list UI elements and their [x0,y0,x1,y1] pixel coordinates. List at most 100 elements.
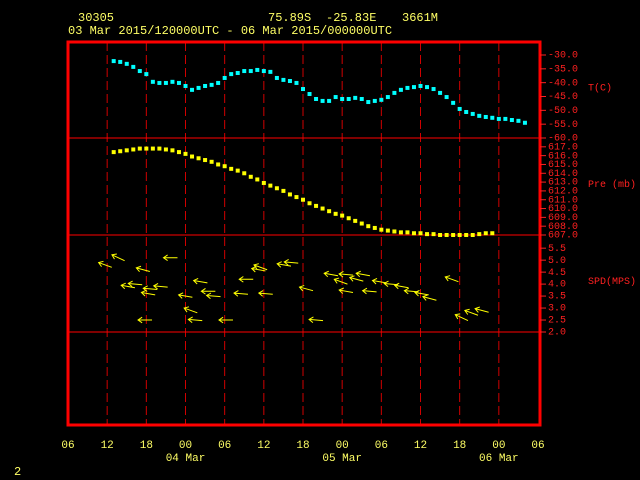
point [346,216,351,221]
y-tick-label: 3.0 [548,304,566,315]
point [444,233,449,237]
point [255,67,260,72]
wind-arrow [338,287,354,294]
wind-arrow [422,294,437,301]
point [190,87,195,92]
point [170,79,175,84]
point [144,72,149,77]
y-tick-label: 2.5 [548,316,566,327]
wind-arrow [338,271,354,278]
wind-arrow [454,313,469,322]
wind-arrow [205,292,221,300]
wind-arrow [257,290,273,297]
x-tick-label: 06 [218,440,231,452]
point [131,64,136,69]
y-tick-label: 4.0 [548,280,566,291]
point [418,83,423,88]
point [411,231,416,236]
x-tick-label: 06 [531,440,544,452]
wind-arrow [250,265,266,273]
point [124,148,129,153]
point [320,206,325,211]
point [222,75,227,80]
y-tick-label: -40.0 [548,78,578,89]
wind-arrow [298,284,314,292]
period: 03 Mar 2015/120000UTC - 06 Mar 2015/0000… [68,24,392,38]
point [242,69,247,74]
y-tick-label: 614.0 [548,169,578,180]
point [340,96,345,101]
point [483,114,488,119]
point [477,232,482,237]
point [111,150,116,155]
longitude: -25.83E [326,11,376,25]
wind-arrow [361,287,377,295]
point [385,95,390,100]
x-tick-label: 00 [336,440,349,452]
point [490,115,495,120]
point [464,109,469,114]
y-tick-label: 609.0 [548,213,578,224]
y-tick-label: 4.5 [548,268,566,279]
wind-arrow [238,276,254,283]
point [301,197,305,202]
point [392,229,397,234]
panel-label: SPD(MPS) [588,276,636,288]
point [411,85,416,90]
point [209,159,214,164]
x-tick-label: 18 [453,440,466,452]
point [366,100,371,105]
wind-arrow [137,316,153,324]
point [496,116,501,121]
point [353,95,358,100]
point [509,118,514,123]
point [209,82,214,87]
latitude: 75.89S [268,11,311,25]
point [203,158,208,163]
point [229,72,234,77]
point [340,213,345,218]
point [451,233,456,237]
point [261,180,266,185]
point [183,83,188,88]
y-tick-label: 3.5 [548,292,566,303]
point [307,201,312,206]
y-tick-label: 5.5 [548,244,566,255]
point [118,59,123,64]
point [150,79,155,84]
x-tick-label: 06 [375,440,388,452]
date-label: 06 Mar [479,453,519,465]
point [353,218,358,223]
wind-arrow [152,282,168,290]
point [431,87,436,92]
point [190,154,195,159]
point [522,120,527,125]
wind-arrow [276,261,292,268]
point [379,97,384,102]
y-tick-label: -30.0 [548,51,578,62]
wind-arrow [111,253,125,262]
point [242,171,247,176]
series [97,253,489,324]
point [333,211,338,216]
x-tick-label: 12 [414,440,427,452]
point [385,228,390,233]
wind-arrow [162,254,178,261]
wind-arrow [233,290,249,297]
point [281,188,286,193]
point [359,221,364,226]
panel-label: Pre (mb) [588,179,636,191]
point [111,59,116,64]
point [333,95,338,100]
point [372,98,377,103]
wind-arrow [474,306,489,313]
point [438,233,443,237]
wind-arrow [253,263,268,271]
point [379,227,384,232]
point [359,96,364,101]
point [281,77,286,82]
wind-arrow [355,270,371,278]
point [470,233,475,237]
wind-arrow [283,259,299,266]
